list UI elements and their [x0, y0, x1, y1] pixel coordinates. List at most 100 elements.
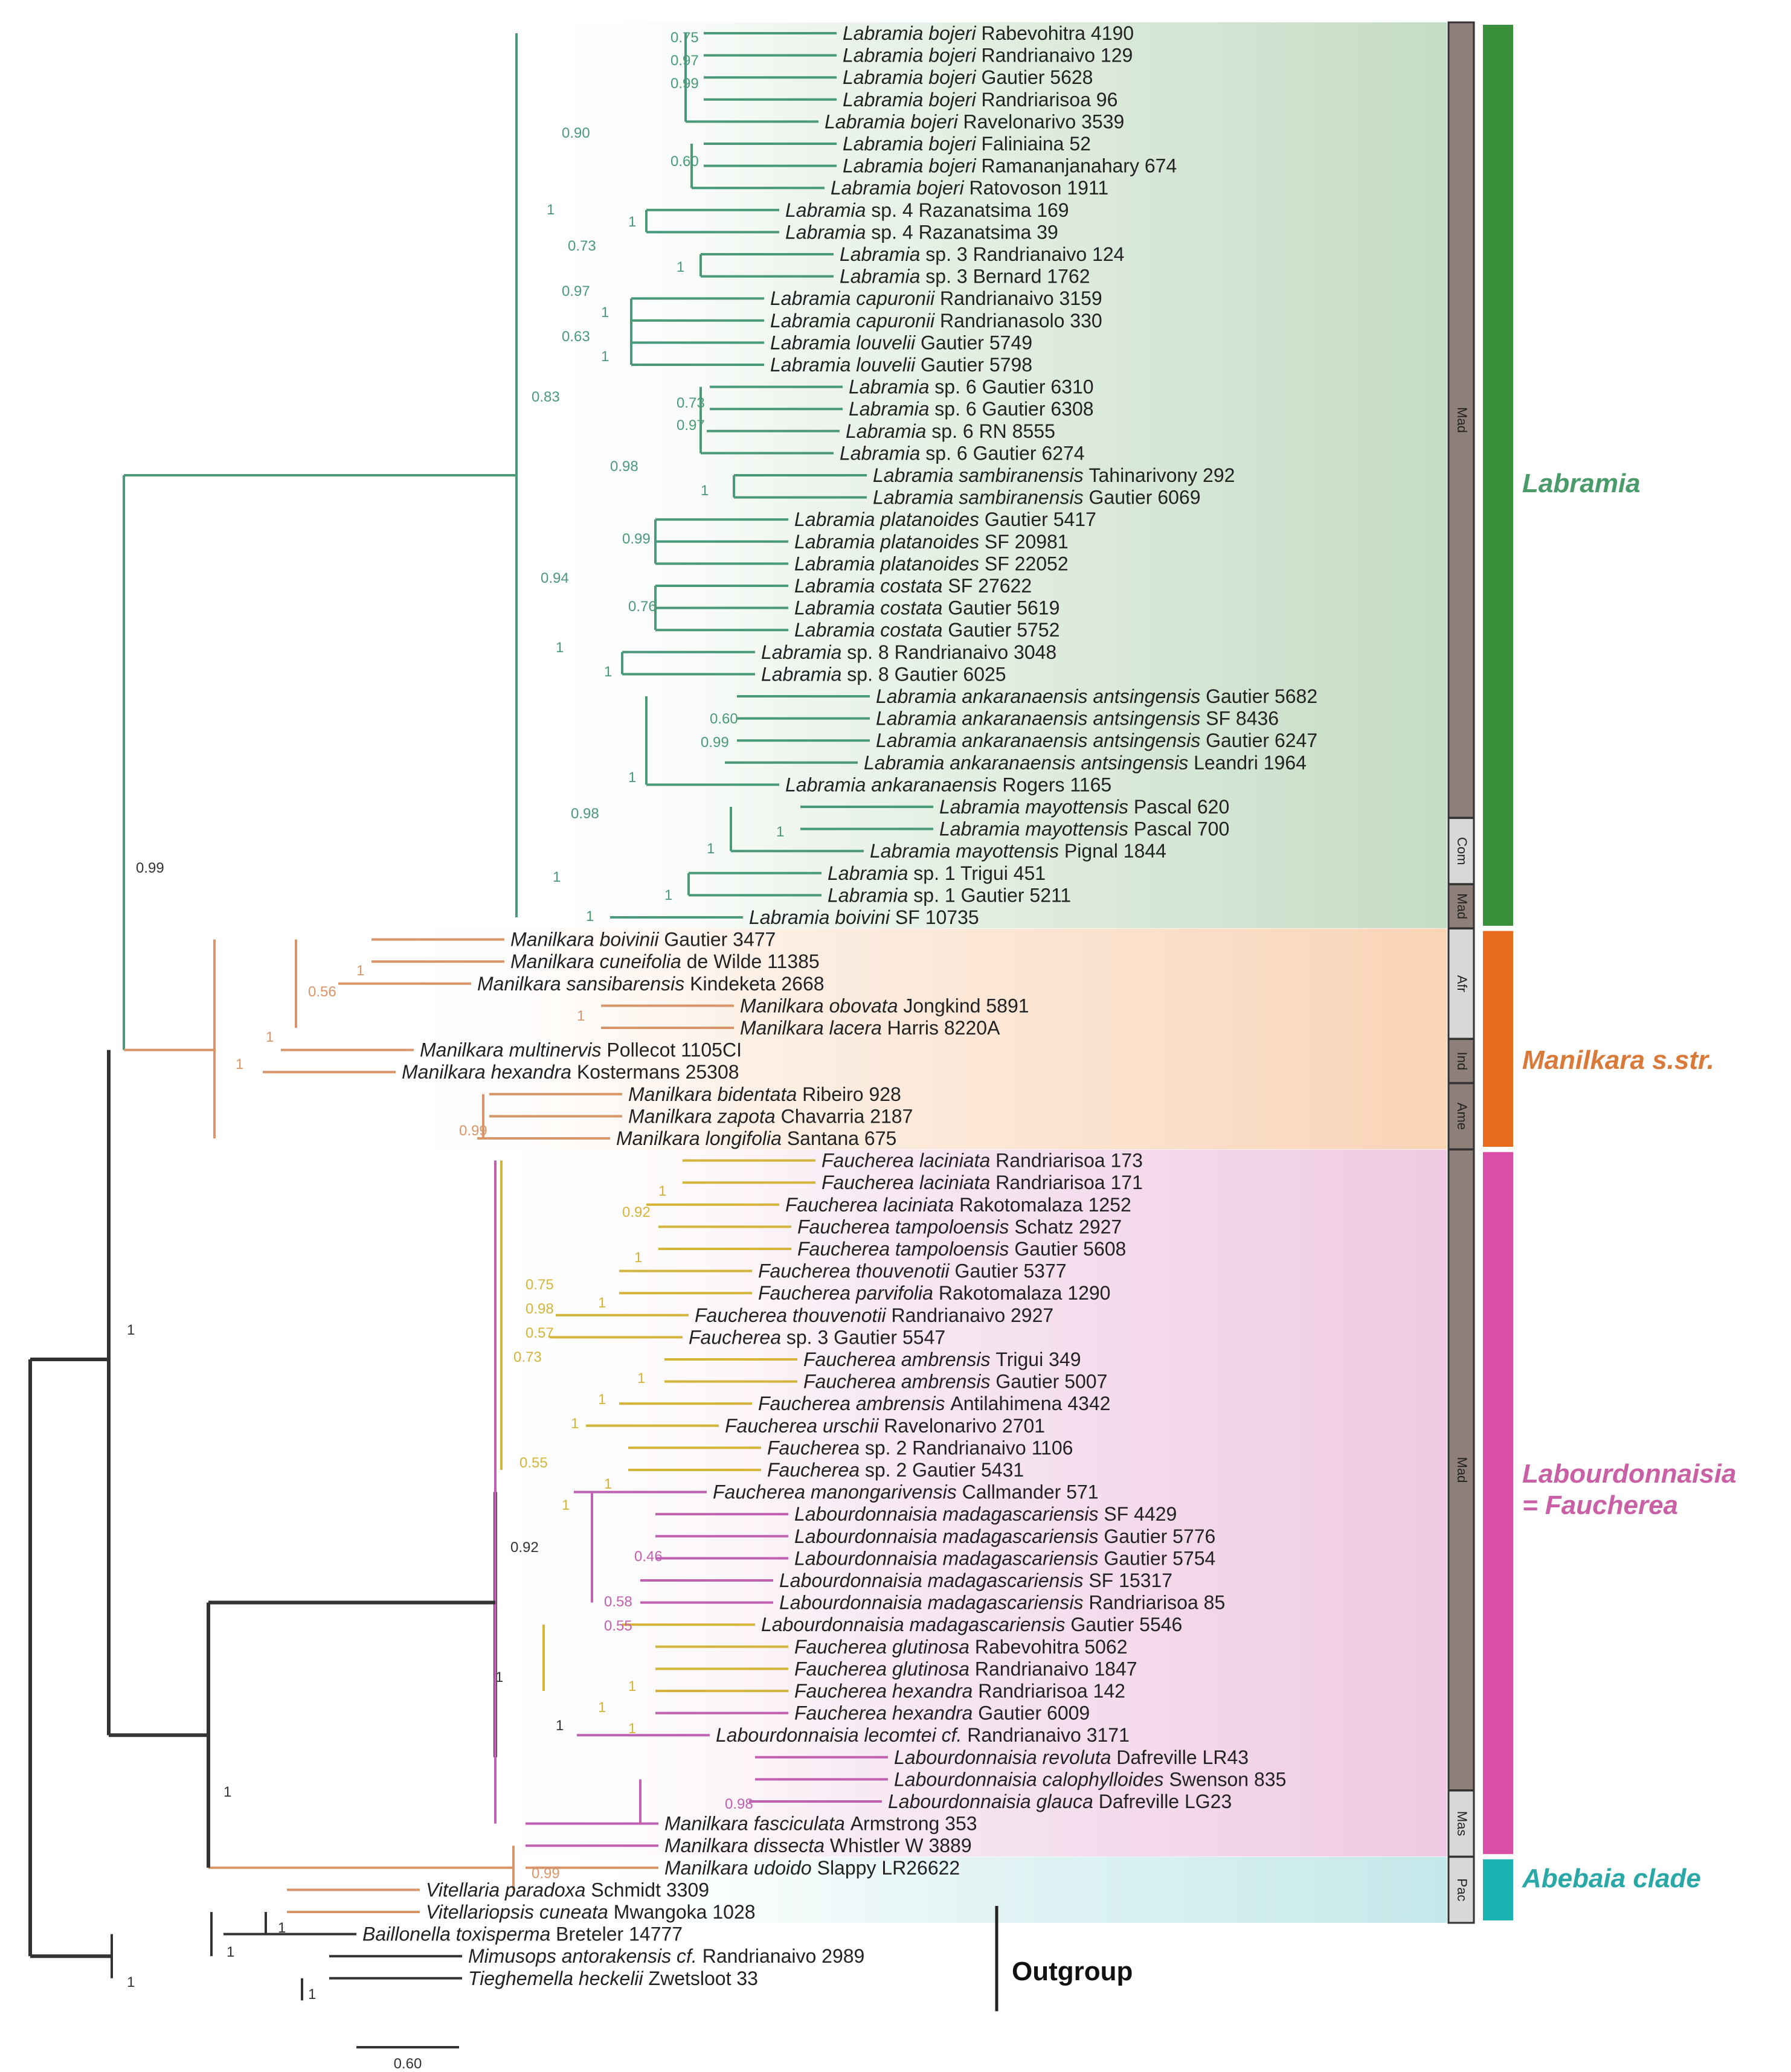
- tip-label: Labramia sp. 8 Randrianaivo 3048: [761, 641, 1056, 663]
- support-value: 0.97: [562, 283, 590, 300]
- tip-label: Faucherea manongarivensis Callmander 571: [713, 1481, 1099, 1503]
- region-label: Mad: [1455, 407, 1470, 433]
- tip-label: Faucherea glutinosa Rabevohitra 5062: [794, 1636, 1127, 1658]
- tip-label: Labourdonnaisia revoluta Dafreville LR43: [894, 1746, 1249, 1768]
- tip-label: Faucherea laciniata Rakotomalaza 1252: [785, 1194, 1131, 1216]
- support-value: 1: [628, 1678, 636, 1695]
- support-value: 0.83: [532, 389, 560, 405]
- tree-branches: [28, 32, 998, 2012]
- tip-label: Manilkara hexandra Kostermans 25308: [402, 1061, 739, 1083]
- tip-label: Faucherea laciniata Randriarisoa 171: [822, 1172, 1143, 1193]
- support-value: 0.73: [677, 395, 705, 411]
- tip-label: Labramia ankaranaensis Rogers 1165: [785, 774, 1111, 795]
- tip-label: Faucherea sp. 3 Gautier 5547: [689, 1326, 945, 1348]
- tip-label: Labramia sp. 3 Randrianaivo 124: [840, 243, 1124, 265]
- tip-label: Labramia costata Gautier 5619: [794, 597, 1059, 619]
- tip-label: Faucherea tampoloensis Schatz 2927: [797, 1216, 1122, 1237]
- support-value: 1: [776, 824, 784, 840]
- tip-label: Manilkara obovata Jongkind 5891: [740, 995, 1029, 1016]
- support-value: 0.97: [670, 53, 699, 69]
- support-value: 1: [278, 1920, 286, 1936]
- support-value: 1: [495, 1669, 503, 1686]
- support-value: 0.75: [526, 1277, 554, 1293]
- tip-label: Labramia mayottensis Pascal 620: [939, 796, 1229, 818]
- support-value: 1: [601, 348, 609, 365]
- tip-label: Manilkara longifolia Santana 675: [616, 1127, 896, 1149]
- tip-label: Vitellaria paradoxa Schmidt 3309: [426, 1879, 709, 1900]
- tip-label: Tieghemella heckelii Zwetsloot 33: [468, 1968, 758, 1989]
- support-values: 0.75 0.97 0.99 0.60 0.90 1 1 0.73 1 0.97 1 0.63 1 0.8…: [127, 30, 784, 2003]
- support-value: 0.98: [725, 1796, 753, 1812]
- tip-label: Vitellariopsis cuneata Mwangoka 1028: [426, 1901, 756, 1923]
- tip-label: Faucherea hexandra Randriarisoa 142: [794, 1680, 1125, 1702]
- region-bar-mad: [1447, 21, 1475, 819]
- support-value: 0.90: [562, 125, 590, 141]
- tip-label: Labourdonnaisia lecomtei cf. Randrianaiv…: [716, 1724, 1130, 1746]
- clade-label-abebaia: Abebaia clade: [1522, 1864, 1701, 1893]
- tip-label: Labramia louvelii Gautier 5749: [770, 332, 1032, 353]
- support-value: 1: [577, 1008, 585, 1024]
- region-label: Com: [1455, 837, 1470, 865]
- scale-bar-label: 0.60: [394, 2056, 422, 2072]
- support-value: 1: [266, 1029, 274, 1045]
- region-label: Pac: [1455, 1878, 1470, 1901]
- support-value: 1: [658, 1183, 666, 1199]
- tip-label: Labramia costata Gautier 5752: [794, 619, 1059, 641]
- support-value: 1: [628, 769, 636, 786]
- tip-label: Labramia louvelii Gautier 5798: [770, 354, 1032, 376]
- support-value: 1: [556, 640, 564, 656]
- tip-label: Faucherea hexandra Gautier 6009: [794, 1702, 1090, 1724]
- support-value: 1: [628, 1721, 636, 1737]
- support-value: 0.99: [459, 1123, 487, 1139]
- support-value: 0.63: [562, 329, 590, 345]
- tip-label: Baillonella toxisperma Breteler 14777: [362, 1923, 683, 1945]
- tip-label: Labramia sp. 6 Gautier 6310: [849, 376, 1094, 398]
- tip-label: Faucherea urschii Ravelonarivo 2701: [725, 1415, 1045, 1437]
- support-value: 0.60: [710, 711, 738, 727]
- support-value: 1: [664, 887, 672, 903]
- support-value: 0.57: [526, 1325, 554, 1341]
- tip-label: Mimusops antorakensis cf. Randrianaivo 2…: [468, 1945, 864, 1967]
- clade-background-labramia: [519, 22, 1447, 928]
- support-value: 0.56: [308, 984, 336, 1000]
- tip-label: Labramia mayottensis Pascal 700: [939, 818, 1229, 840]
- tip-label: Labramia capuronii Randrianasolo 330: [770, 310, 1102, 332]
- support-value: 1: [707, 841, 715, 857]
- tip-label: Faucherea glutinosa Randrianaivo 1847: [794, 1658, 1137, 1679]
- support-value: 0.92: [622, 1204, 651, 1220]
- support-value: 1: [227, 1944, 234, 1960]
- tip-label: Manilkara multinervis Pollecot 1105CI: [420, 1039, 742, 1061]
- tip-label: Labramia sambiranensis Tahinarivony 292: [873, 464, 1235, 486]
- region-label: Mad: [1455, 893, 1470, 919]
- support-value: 0.99: [532, 1865, 560, 1882]
- tip-label: Manilkara dissecta Whistler W 3889: [664, 1835, 972, 1856]
- tip-label: Labramia sp. 1 Gautier 5211: [828, 884, 1071, 906]
- support-value: 1: [223, 1784, 231, 1800]
- tip-label: Labramia sp. 6 RN 8555: [846, 420, 1055, 442]
- tip-label: Faucherea parvifolia Rakotomalaza 1290: [758, 1282, 1110, 1304]
- tip-label: Faucherea ambrensis Gautier 5007: [803, 1371, 1107, 1393]
- support-value: 0.97: [677, 417, 705, 434]
- clade-label-labramia: Labramia: [1522, 469, 1641, 498]
- support-value: 0.73: [568, 238, 596, 254]
- tip-label: Labramia ankaranaensis antsingensis Lean…: [864, 752, 1307, 774]
- tip-label: Labramia bojeri Gautier 5628: [843, 66, 1093, 88]
- tip-label: Faucherea laciniata Randriarisoa 173: [822, 1150, 1143, 1172]
- region-label: Mad: [1455, 1457, 1470, 1483]
- tip-label: Labramia bojeri Randriarisoa 96: [843, 89, 1117, 111]
- support-value: 1: [547, 202, 555, 218]
- support-value: 1: [637, 1370, 645, 1387]
- support-value: 0.98: [571, 806, 599, 822]
- support-value: 1: [553, 869, 561, 885]
- tip-label: Manilkara boivinii Gautier 3477: [510, 929, 776, 951]
- support-value: 0.92: [510, 1539, 539, 1556]
- support-value: 1: [556, 1718, 564, 1734]
- tip-label: Labramia sp. 6 Gautier 6274: [840, 442, 1085, 464]
- support-value: 0.98: [526, 1301, 554, 1317]
- support-value: 0.60: [670, 153, 699, 170]
- tip-label: Labourdonnaisia madagascariensis SF 4429: [794, 1503, 1177, 1525]
- support-value: 1: [598, 1391, 606, 1408]
- tip-label: Labramia sp. 1 Trigui 451: [828, 862, 1046, 884]
- tip-label: Labramia bojeri Rabevohitra 4190: [843, 22, 1134, 44]
